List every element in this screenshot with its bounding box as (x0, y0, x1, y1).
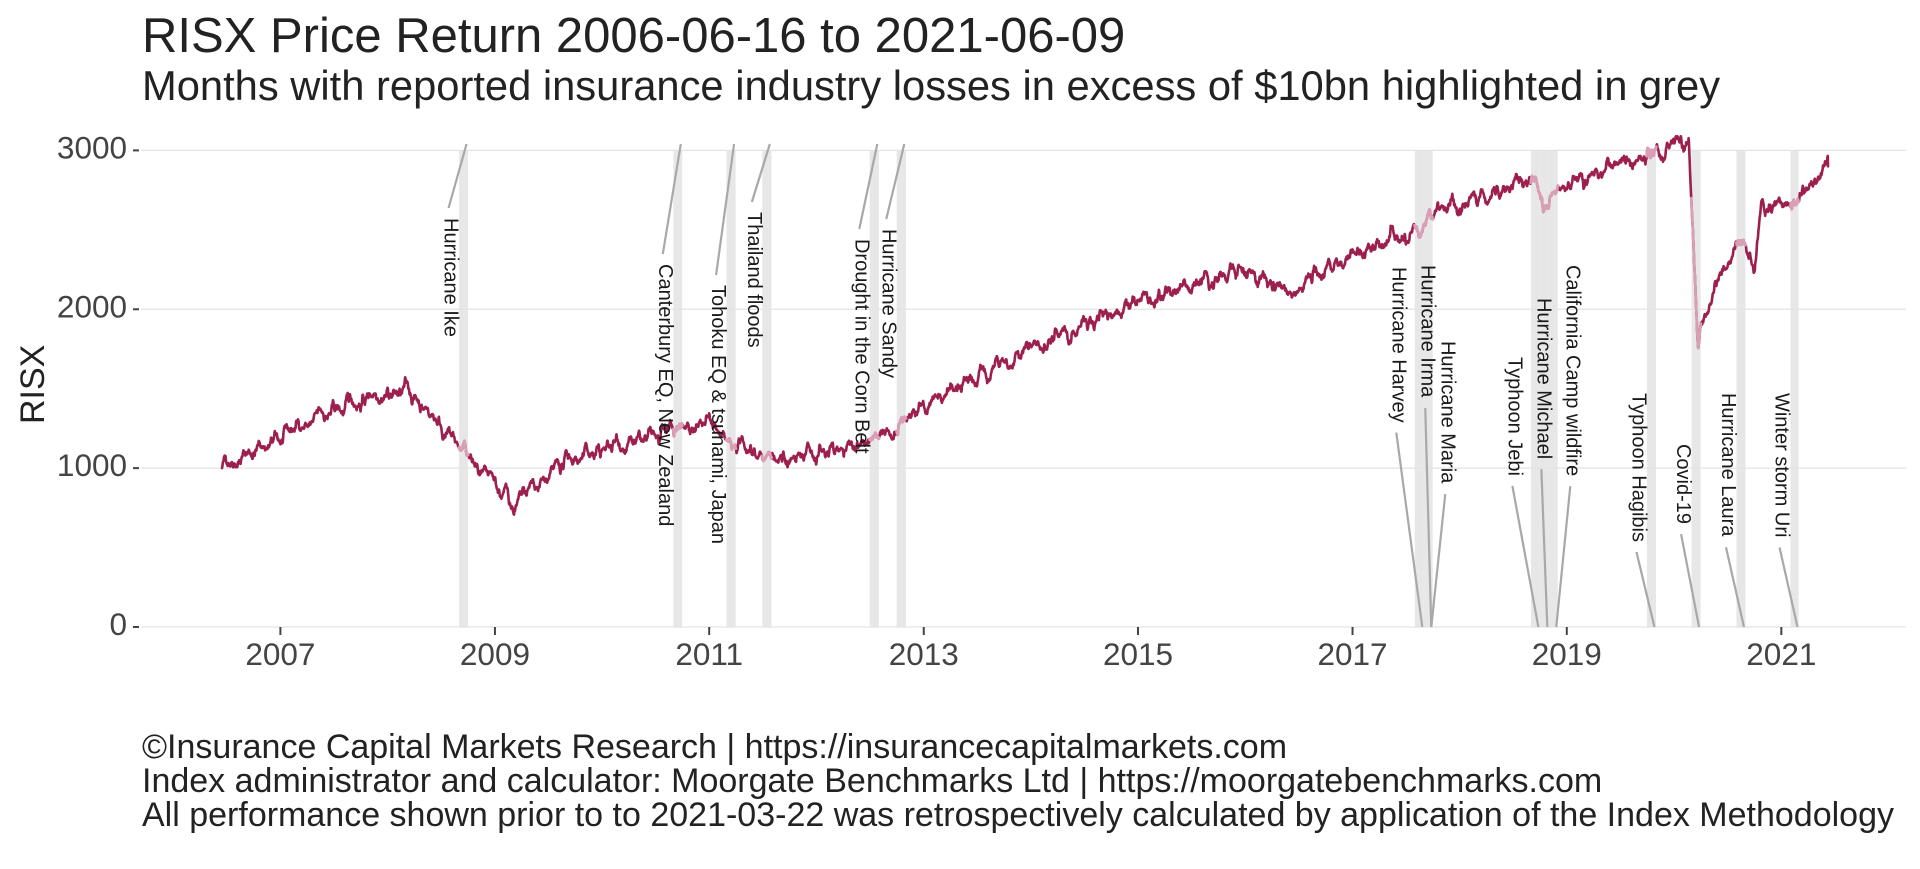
svg-text:Canterbury EQ, New Zealand: Canterbury EQ, New Zealand (654, 264, 676, 526)
svg-text:3000: 3000 (57, 129, 127, 165)
svg-text:0: 0 (109, 606, 127, 642)
svg-text:Typhoon Jebi: Typhoon Jebi (1503, 357, 1525, 476)
svg-text:Hurricane Sandy: Hurricane Sandy (877, 229, 899, 378)
svg-text:Hurricane Harvey: Hurricane Harvey (1387, 267, 1409, 423)
svg-text:2019: 2019 (1532, 636, 1602, 672)
svg-text:2009: 2009 (460, 636, 530, 672)
svg-text:Hurricane Michael: Hurricane Michael (1532, 298, 1554, 459)
svg-text:Covid-19: Covid-19 (1672, 444, 1694, 524)
svg-text:Typhoon Hagibis: Typhoon Hagibis (1627, 393, 1649, 542)
svg-text:2015: 2015 (1103, 636, 1173, 672)
svg-text:2011: 2011 (675, 636, 743, 672)
svg-text:2013: 2013 (889, 636, 959, 672)
svg-text:1000: 1000 (57, 447, 127, 483)
svg-text:Tohoku EQ & tsunami, Japan: Tohoku EQ & tsunami, Japan (707, 285, 729, 544)
svg-text:2021: 2021 (1746, 636, 1816, 672)
svg-text:Hurricane Ike: Hurricane Ike (440, 218, 462, 337)
svg-text:California Camp wildfire: California Camp wildfire (1561, 265, 1583, 476)
svg-text:Hurricane Maria: Hurricane Maria (1436, 341, 1458, 484)
svg-text:Hurricane Irma: Hurricane Irma (1416, 265, 1438, 398)
svg-text:Drought in the Corn Belt: Drought in the Corn Belt (850, 239, 872, 454)
svg-text:Winter storm Uri: Winter storm Uri (1771, 393, 1793, 537)
svg-text:Hurricane Laura: Hurricane Laura (1717, 393, 1739, 537)
svg-text:2000: 2000 (57, 288, 127, 324)
svg-text:2017: 2017 (1318, 636, 1388, 672)
svg-text:2007: 2007 (245, 636, 315, 672)
svg-text:Thailand floods: Thailand floods (743, 212, 765, 348)
